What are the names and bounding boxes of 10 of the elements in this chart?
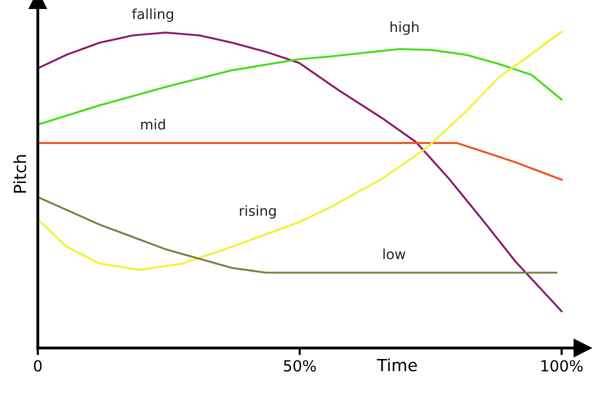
series-label: high: [390, 21, 418, 35]
x-axis-title: Time: [376, 358, 417, 372]
y-axis-title: Pitch: [13, 155, 26, 193]
series-label: mid: [141, 118, 165, 130]
series-label: falling: [132, 8, 174, 22]
series-label: low: [383, 248, 406, 260]
series-label: rising: [240, 205, 276, 219]
x-tick-label: 0: [34, 360, 42, 372]
x-tick-label: 100%: [541, 360, 583, 372]
x-tick-label: 50%: [284, 360, 316, 372]
